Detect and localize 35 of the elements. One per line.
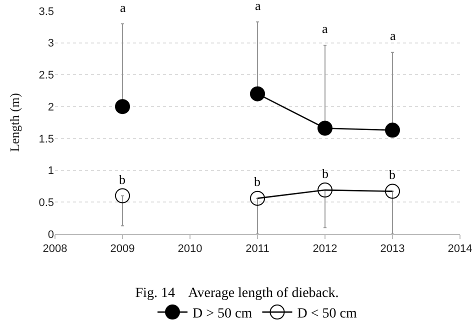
- annotation: a: [322, 21, 328, 36]
- annotation: a: [255, 0, 261, 13]
- y-tick-label: 3: [48, 38, 54, 50]
- annotation: a: [390, 28, 396, 43]
- x-tick-label: 2008: [42, 243, 68, 256]
- annotation: b: [119, 172, 126, 187]
- x-tick-label: 2011: [246, 243, 270, 256]
- text: Fig. 14 Average length of dieback.: [135, 286, 339, 301]
- legend-label: D < 50 cm: [297, 306, 357, 322]
- point: [115, 188, 130, 204]
- point: [385, 184, 400, 199]
- y-tick-label: 2.5: [38, 70, 54, 82]
- x-tick-label: 2010: [178, 243, 202, 256]
- y-tick-label: 0.5: [38, 196, 54, 209]
- x-tick-label: 2012: [312, 243, 338, 256]
- x-tick-label: 2009: [110, 243, 135, 256]
- x-tick-label: 2014: [448, 243, 472, 256]
- legend-label: D > 50 cm: [192, 306, 252, 322]
- y-tick-label: 2: [48, 101, 54, 114]
- annotation: b: [254, 174, 260, 189]
- point: [318, 182, 332, 198]
- point: [250, 190, 265, 206]
- y-tick-label: 1.5: [38, 133, 54, 146]
- annotation: a: [120, 0, 126, 15]
- point: [385, 122, 400, 138]
- y-tick-label: 3.5: [38, 6, 54, 18]
- y-tick-label: 1: [48, 165, 54, 178]
- x-tick-label: 2013: [380, 243, 405, 256]
- annotation: b: [322, 166, 328, 181]
- annotation: b: [389, 167, 396, 182]
- point: [318, 120, 332, 136]
- y-axis-title: Length (m): [7, 93, 22, 152]
- point: [115, 99, 130, 114]
- point: [250, 86, 265, 102]
- y-tick-label: 0: [48, 228, 54, 241]
